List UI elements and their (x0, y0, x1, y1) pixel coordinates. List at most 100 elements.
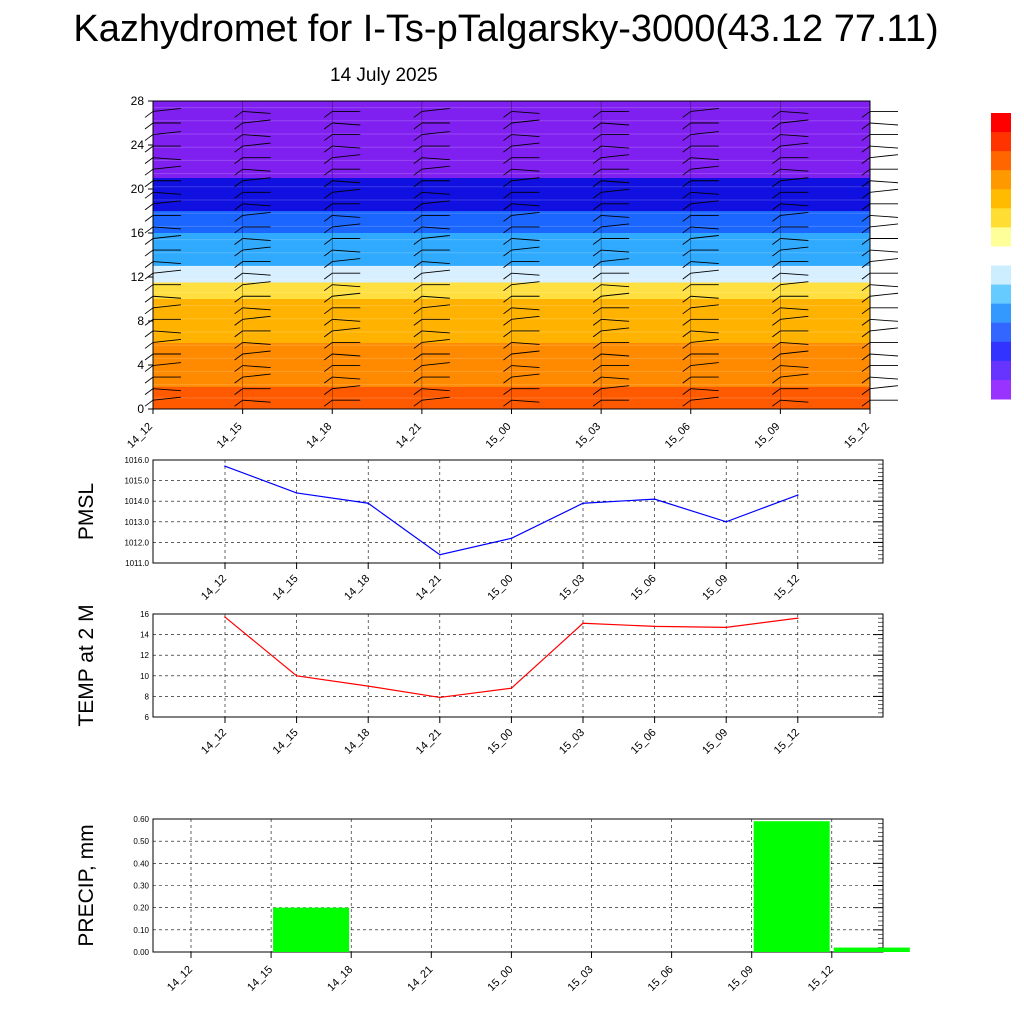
wind-barb-flag (323, 145, 333, 153)
wind-barb-flag (413, 307, 423, 315)
wind-barb-flag (682, 215, 692, 222)
wind-barb-flag (234, 249, 243, 257)
wind-barb (242, 365, 271, 368)
wind-barb-flag (234, 180, 243, 188)
wind-barb (601, 249, 630, 253)
x-tick-label: 14_12 (199, 727, 229, 757)
wind-barb (332, 180, 361, 184)
wind-barb (869, 376, 899, 380)
y-tick-label: 12 (131, 270, 145, 284)
wind-barb-flag (234, 318, 243, 326)
wind-barb (690, 165, 719, 170)
wind-barb-flag (413, 376, 423, 384)
precip-bar (753, 821, 830, 952)
wind-barb (869, 249, 899, 253)
wind-barb (780, 142, 809, 147)
wind-barb-flag (234, 399, 243, 407)
wind-barb-flag (234, 168, 243, 176)
x-tick-label: 15_00 (485, 964, 515, 994)
x-tick-label: 15_03 (566, 964, 596, 994)
wind-barb (332, 188, 361, 193)
wind-barb (332, 327, 361, 332)
data-point (367, 502, 370, 505)
colorbar-swatch (991, 360, 1011, 381)
wind-barb (511, 211, 540, 216)
x-tick-label: 14_15 (271, 727, 301, 757)
x-tick-label: 14_21 (405, 964, 435, 994)
wind-barb (421, 269, 450, 274)
wind-barb (869, 318, 899, 322)
wind-barb-flag (503, 134, 512, 141)
wind-barb (869, 385, 899, 390)
wind-barb (242, 246, 271, 251)
wind-barb-flag (323, 318, 333, 326)
wind-barb-flag (144, 168, 154, 176)
x-tick-label: 15_09 (700, 727, 730, 757)
y-axis-label: PMSL (75, 483, 98, 540)
wind-barb-flag (772, 168, 781, 176)
wind-barb-flag (323, 111, 333, 118)
colorbar-swatch (991, 341, 1011, 362)
wind-barb (601, 154, 630, 159)
wind-barb (690, 330, 719, 334)
wind-barb (332, 154, 361, 159)
wind-barb-flag (144, 203, 154, 211)
wind-barb (242, 211, 271, 216)
wind-barb (152, 396, 182, 401)
wind-barb-flag (234, 215, 243, 222)
colorbar-swatch (991, 265, 1011, 286)
wind-barb (511, 238, 540, 241)
wind-barb-flag (503, 238, 512, 245)
precip-bar (833, 947, 910, 952)
wind-barb-flag (503, 215, 512, 222)
wind-barb-flag (772, 134, 781, 141)
wind-barb-flag (413, 238, 423, 245)
wind-barb-flag (861, 249, 871, 257)
wind-barb-flag (413, 330, 423, 338)
wind-barb-flag (682, 295, 692, 303)
wind-barb-flag (413, 226, 423, 234)
chart-subtitle: 14 July 2025 (330, 65, 438, 86)
chart-title: Kazhydromet for I-Ts-pTalgarsky-3000(43.… (73, 8, 939, 50)
data-point (295, 492, 298, 494)
wind-barb-flag (144, 215, 154, 222)
wind-barb (242, 373, 271, 378)
wind-barb-flag (144, 111, 154, 118)
wind-barb-flag (144, 399, 154, 407)
data-point (367, 685, 370, 687)
wind-barb (780, 315, 809, 320)
wind-barb (421, 339, 450, 343)
wind-barb-flag (682, 318, 692, 326)
wind-barb (421, 235, 450, 239)
x-tick-label: 15_00 (485, 573, 515, 603)
wind-barb (421, 330, 450, 334)
wind-barb-flag (323, 330, 333, 338)
wind-barb (690, 388, 719, 392)
wind-barb-flag (503, 365, 512, 372)
wind-barb (869, 122, 899, 126)
wind-barb-flag (234, 261, 243, 268)
wind-barb (869, 327, 899, 332)
wind-barb (690, 108, 719, 112)
wind-barb-flag (503, 307, 512, 315)
y-tick-label: 0 (137, 402, 144, 416)
wind-barb-flag (772, 295, 781, 303)
wind-barb (780, 272, 809, 276)
wind-barb-flag (682, 145, 692, 153)
wind-barb-flag (144, 342, 154, 349)
wind-barb-flag (323, 284, 333, 292)
wind-barb-flag (682, 157, 692, 165)
wind-barb-flag (592, 399, 602, 407)
wind-barb (511, 342, 540, 345)
wind-barb-flag (234, 238, 243, 245)
data-point (510, 537, 513, 540)
wind-barb (601, 188, 630, 193)
wind-barb-flag (861, 261, 871, 268)
x-tick-label: 15_03 (557, 573, 587, 603)
wind-barb (152, 235, 182, 239)
wind-barb-flag (234, 295, 243, 303)
wind-barb-flag (861, 168, 871, 176)
x-tick-label: 14_18 (342, 573, 372, 603)
y-axis-label: TEMP at 2 M (75, 604, 98, 726)
